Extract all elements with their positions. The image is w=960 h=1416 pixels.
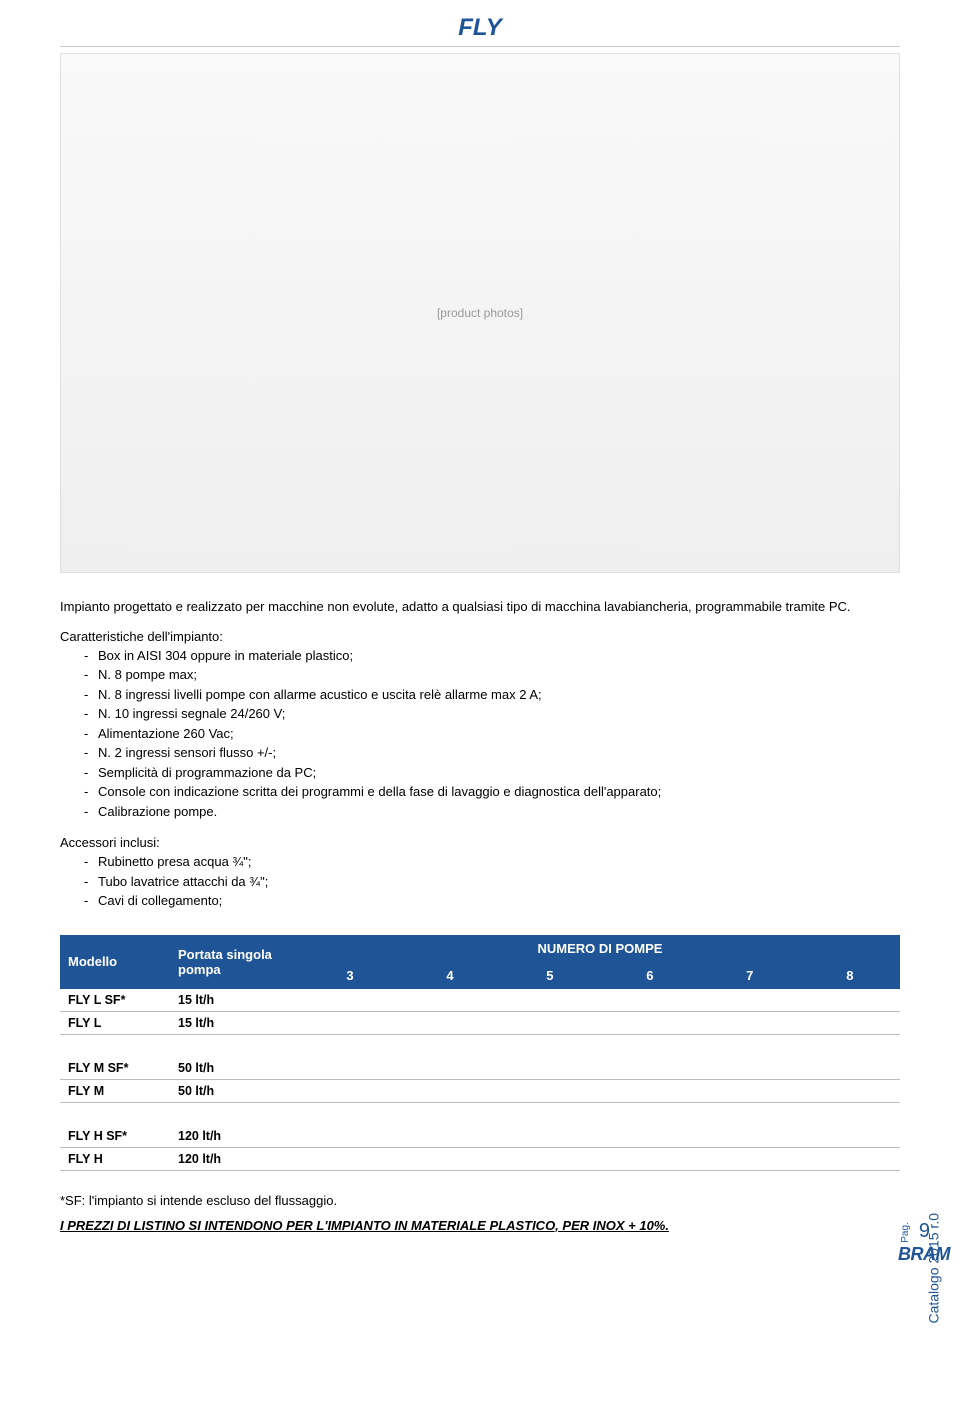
pump-cell [800,1125,900,1148]
pump-cell [400,989,500,1012]
pump-cell [800,1147,900,1170]
brand-logo: BRAM [898,1244,950,1265]
model-cell: FLY L [60,1011,170,1034]
pump-cell [300,1125,400,1148]
pump-cell [500,1079,600,1102]
pump-cell [600,1125,700,1148]
pump-cell [600,1011,700,1034]
pump-count-header: 8 [800,962,900,989]
sf-footnote: *SF: l'impianto si intende escluso del f… [60,1193,900,1208]
pump-cell [800,1011,900,1034]
pump-cell [300,989,400,1012]
table-gap-row [60,1102,900,1125]
price-note: I PREZZI DI LISTINO SI INTENDONO PER L'I… [60,1218,900,1233]
pump-cell [400,1011,500,1034]
page-label: Pag. [900,1222,911,1243]
page-title: FLY [60,14,900,42]
col-model-header: Modello [60,935,170,989]
pump-cell [300,1057,400,1080]
pump-cell [700,1011,800,1034]
model-cell: FLY M [60,1079,170,1102]
table-row: FLY H SF*120 lt/h [60,1125,900,1148]
pump-cell [800,1079,900,1102]
characteristics-item: Calibrazione pompe. [84,802,900,822]
pump-count-header: 3 [300,962,400,989]
accessories-list: Rubinetto presa acqua ¾";Tubo lavatrice … [60,852,900,911]
models-table-wrap: Modello Portata singola pompa NUMERO DI … [60,935,900,1171]
pump-cell [600,1057,700,1080]
rate-cell: 120 lt/h [170,1125,300,1148]
rate-cell: 120 lt/h [170,1147,300,1170]
pump-cell [700,1147,800,1170]
table-row: FLY M SF*50 lt/h [60,1057,900,1080]
pump-cell [400,1079,500,1102]
pump-cell [400,1147,500,1170]
pump-count-header: 5 [500,962,600,989]
accessories-item: Tubo lavatrice attacchi da ¾"; [84,872,900,892]
pump-cell [800,989,900,1012]
hero-placeholder-text: [product photos] [437,306,523,320]
pump-cell [500,1057,600,1080]
accessories-item: Rubinetto presa acqua ¾"; [84,852,900,872]
characteristics-list: Box in AISI 304 oppure in materiale plas… [60,646,900,822]
super-header: NUMERO DI POMPE [300,935,900,962]
pump-cell [500,1125,600,1148]
characteristics-item: Alimentazione 260 Vac; [84,724,900,744]
characteristics-item: Console con indicazione scritta dei prog… [84,782,900,802]
accessories-item: Cavi di collegamento; [84,891,900,911]
model-cell: FLY L SF* [60,989,170,1012]
pump-cell [600,1147,700,1170]
pump-cell [300,1147,400,1170]
pump-cell [700,1125,800,1148]
characteristics-item: N. 2 ingressi sensori flusso +/-; [84,743,900,763]
rate-cell: 15 lt/h [170,1011,300,1034]
rate-cell: 15 lt/h [170,989,300,1012]
pump-cell [500,1147,600,1170]
pump-cell [700,1057,800,1080]
page-number-value: 9 [919,1220,930,1242]
pump-cell [600,989,700,1012]
pump-count-header: 6 [600,962,700,989]
characteristics-heading: Caratteristiche dell'impianto: [60,629,900,644]
col-rate-header: Portata singola pompa [170,935,300,989]
title-bar: FLY [60,0,900,47]
rate-cell: 50 lt/h [170,1079,300,1102]
pump-cell [400,1057,500,1080]
characteristics-item: N. 8 ingressi livelli pompe con allarme … [84,685,900,705]
characteristics-item: Box in AISI 304 oppure in materiale plas… [84,646,900,666]
rate-cell: 50 lt/h [170,1057,300,1080]
pump-cell [600,1079,700,1102]
accessories-heading: Accessori inclusi: [60,835,900,850]
table-row: FLY L SF*15 lt/h [60,989,900,1012]
table-gap-row [60,1034,900,1057]
pump-cell [700,1079,800,1102]
pump-cell [400,1125,500,1148]
model-cell: FLY H SF* [60,1125,170,1148]
table-row: FLY H120 lt/h [60,1147,900,1170]
pump-cell [700,989,800,1012]
pump-count-header: 4 [400,962,500,989]
pump-cell [300,1011,400,1034]
hero-image: [product photos] [60,53,900,573]
page-number: Pag. 9 [895,1220,930,1243]
pump-cell [500,989,600,1012]
model-cell: FLY M SF* [60,1057,170,1080]
table-row: FLY M50 lt/h [60,1079,900,1102]
pump-cell [300,1079,400,1102]
model-cell: FLY H [60,1147,170,1170]
models-table: Modello Portata singola pompa NUMERO DI … [60,935,900,1171]
pump-count-header: 7 [700,962,800,989]
characteristics-item: N. 8 pompe max; [84,665,900,685]
characteristics-item: N. 10 ingressi segnale 24/260 V; [84,704,900,724]
table-row: FLY L15 lt/h [60,1011,900,1034]
pump-cell [500,1011,600,1034]
characteristics-item: Semplicità di programmazione da PC; [84,763,900,783]
intro-paragraph: Impianto progettato e realizzato per mac… [60,597,900,617]
pump-cell [800,1057,900,1080]
